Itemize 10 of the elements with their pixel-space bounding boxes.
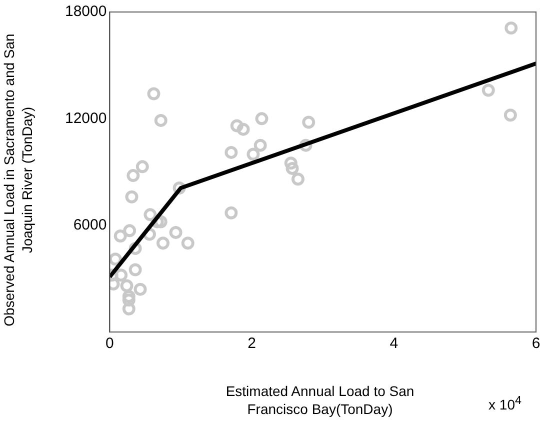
x-tick-label: 6 bbox=[532, 335, 540, 352]
x-axis-title: Estimated Annual Load to San Francisco Bay(TonDay) bbox=[224, 382, 416, 418]
text: x 10$^{4}$ bbox=[488, 393, 522, 414]
y-tick-label: 6000 bbox=[73, 216, 107, 234]
y-tick-label: 12000 bbox=[64, 110, 107, 127]
x-tick-label: 2 bbox=[248, 335, 256, 352]
y-tick-label: 18000 bbox=[64, 3, 107, 20]
x-tick-label: 0 bbox=[106, 335, 114, 352]
y-axis-title: Observed Annual Load in Sacramento and San Joaquin River (TonDay) bbox=[0, 32, 36, 328]
x-tick-label: 4 bbox=[390, 335, 398, 352]
